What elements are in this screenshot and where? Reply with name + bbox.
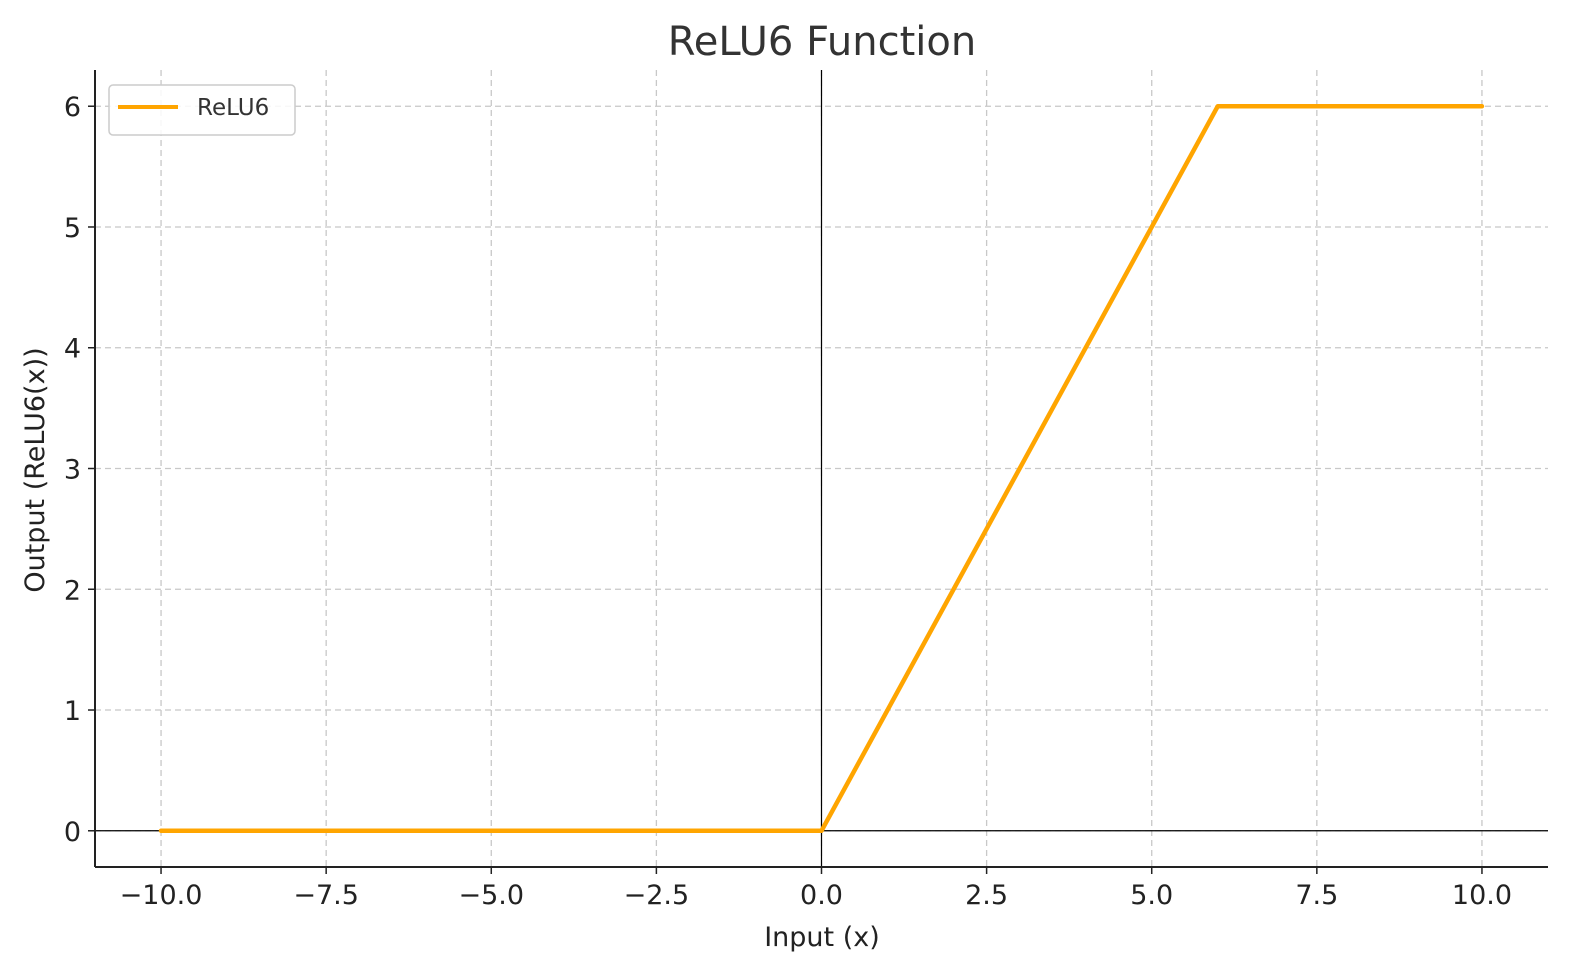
y-axis-label: Output (ReLU6(x)) bbox=[20, 347, 51, 592]
series-line-relu6 bbox=[158, 103, 1485, 834]
x-tick-label: −2.5 bbox=[624, 880, 690, 911]
x-tick-label: −7.5 bbox=[293, 880, 359, 911]
legend-label-relu6: ReLU6 bbox=[197, 95, 269, 121]
y-tick-label: 4 bbox=[64, 334, 81, 365]
x-tick-label: 10.0 bbox=[1452, 880, 1512, 911]
y-tick-label: 2 bbox=[64, 575, 81, 606]
x-tick-label: −10.0 bbox=[120, 880, 203, 911]
legend: ReLU6 bbox=[108, 84, 296, 136]
x-tick-label: 5.0 bbox=[1130, 880, 1173, 911]
x-tick-label: 2.5 bbox=[965, 880, 1008, 911]
x-tick-labels: −10.0 −7.5 −5.0 −2.5 0.0 2.5 5.0 7.5 10.0 bbox=[120, 867, 1512, 911]
legend-box bbox=[108, 84, 296, 136]
x-tick-label: 0.0 bbox=[800, 880, 843, 911]
y-tick-label: 6 bbox=[64, 92, 81, 123]
y-tick-label: 1 bbox=[64, 696, 81, 727]
y-tick-label: 5 bbox=[64, 213, 81, 244]
y-tick-label: 3 bbox=[64, 455, 81, 486]
series-layer bbox=[158, 103, 1485, 834]
chart-title: ReLU6 Function bbox=[668, 19, 976, 65]
x-tick-label: −5.0 bbox=[458, 880, 524, 911]
y-tick-labels: 0 1 2 3 4 5 6 bbox=[64, 92, 95, 848]
y-tick-label: 0 bbox=[64, 817, 81, 848]
x-tick-label: 7.5 bbox=[1295, 880, 1338, 911]
x-axis-label: Input (x) bbox=[764, 922, 880, 953]
